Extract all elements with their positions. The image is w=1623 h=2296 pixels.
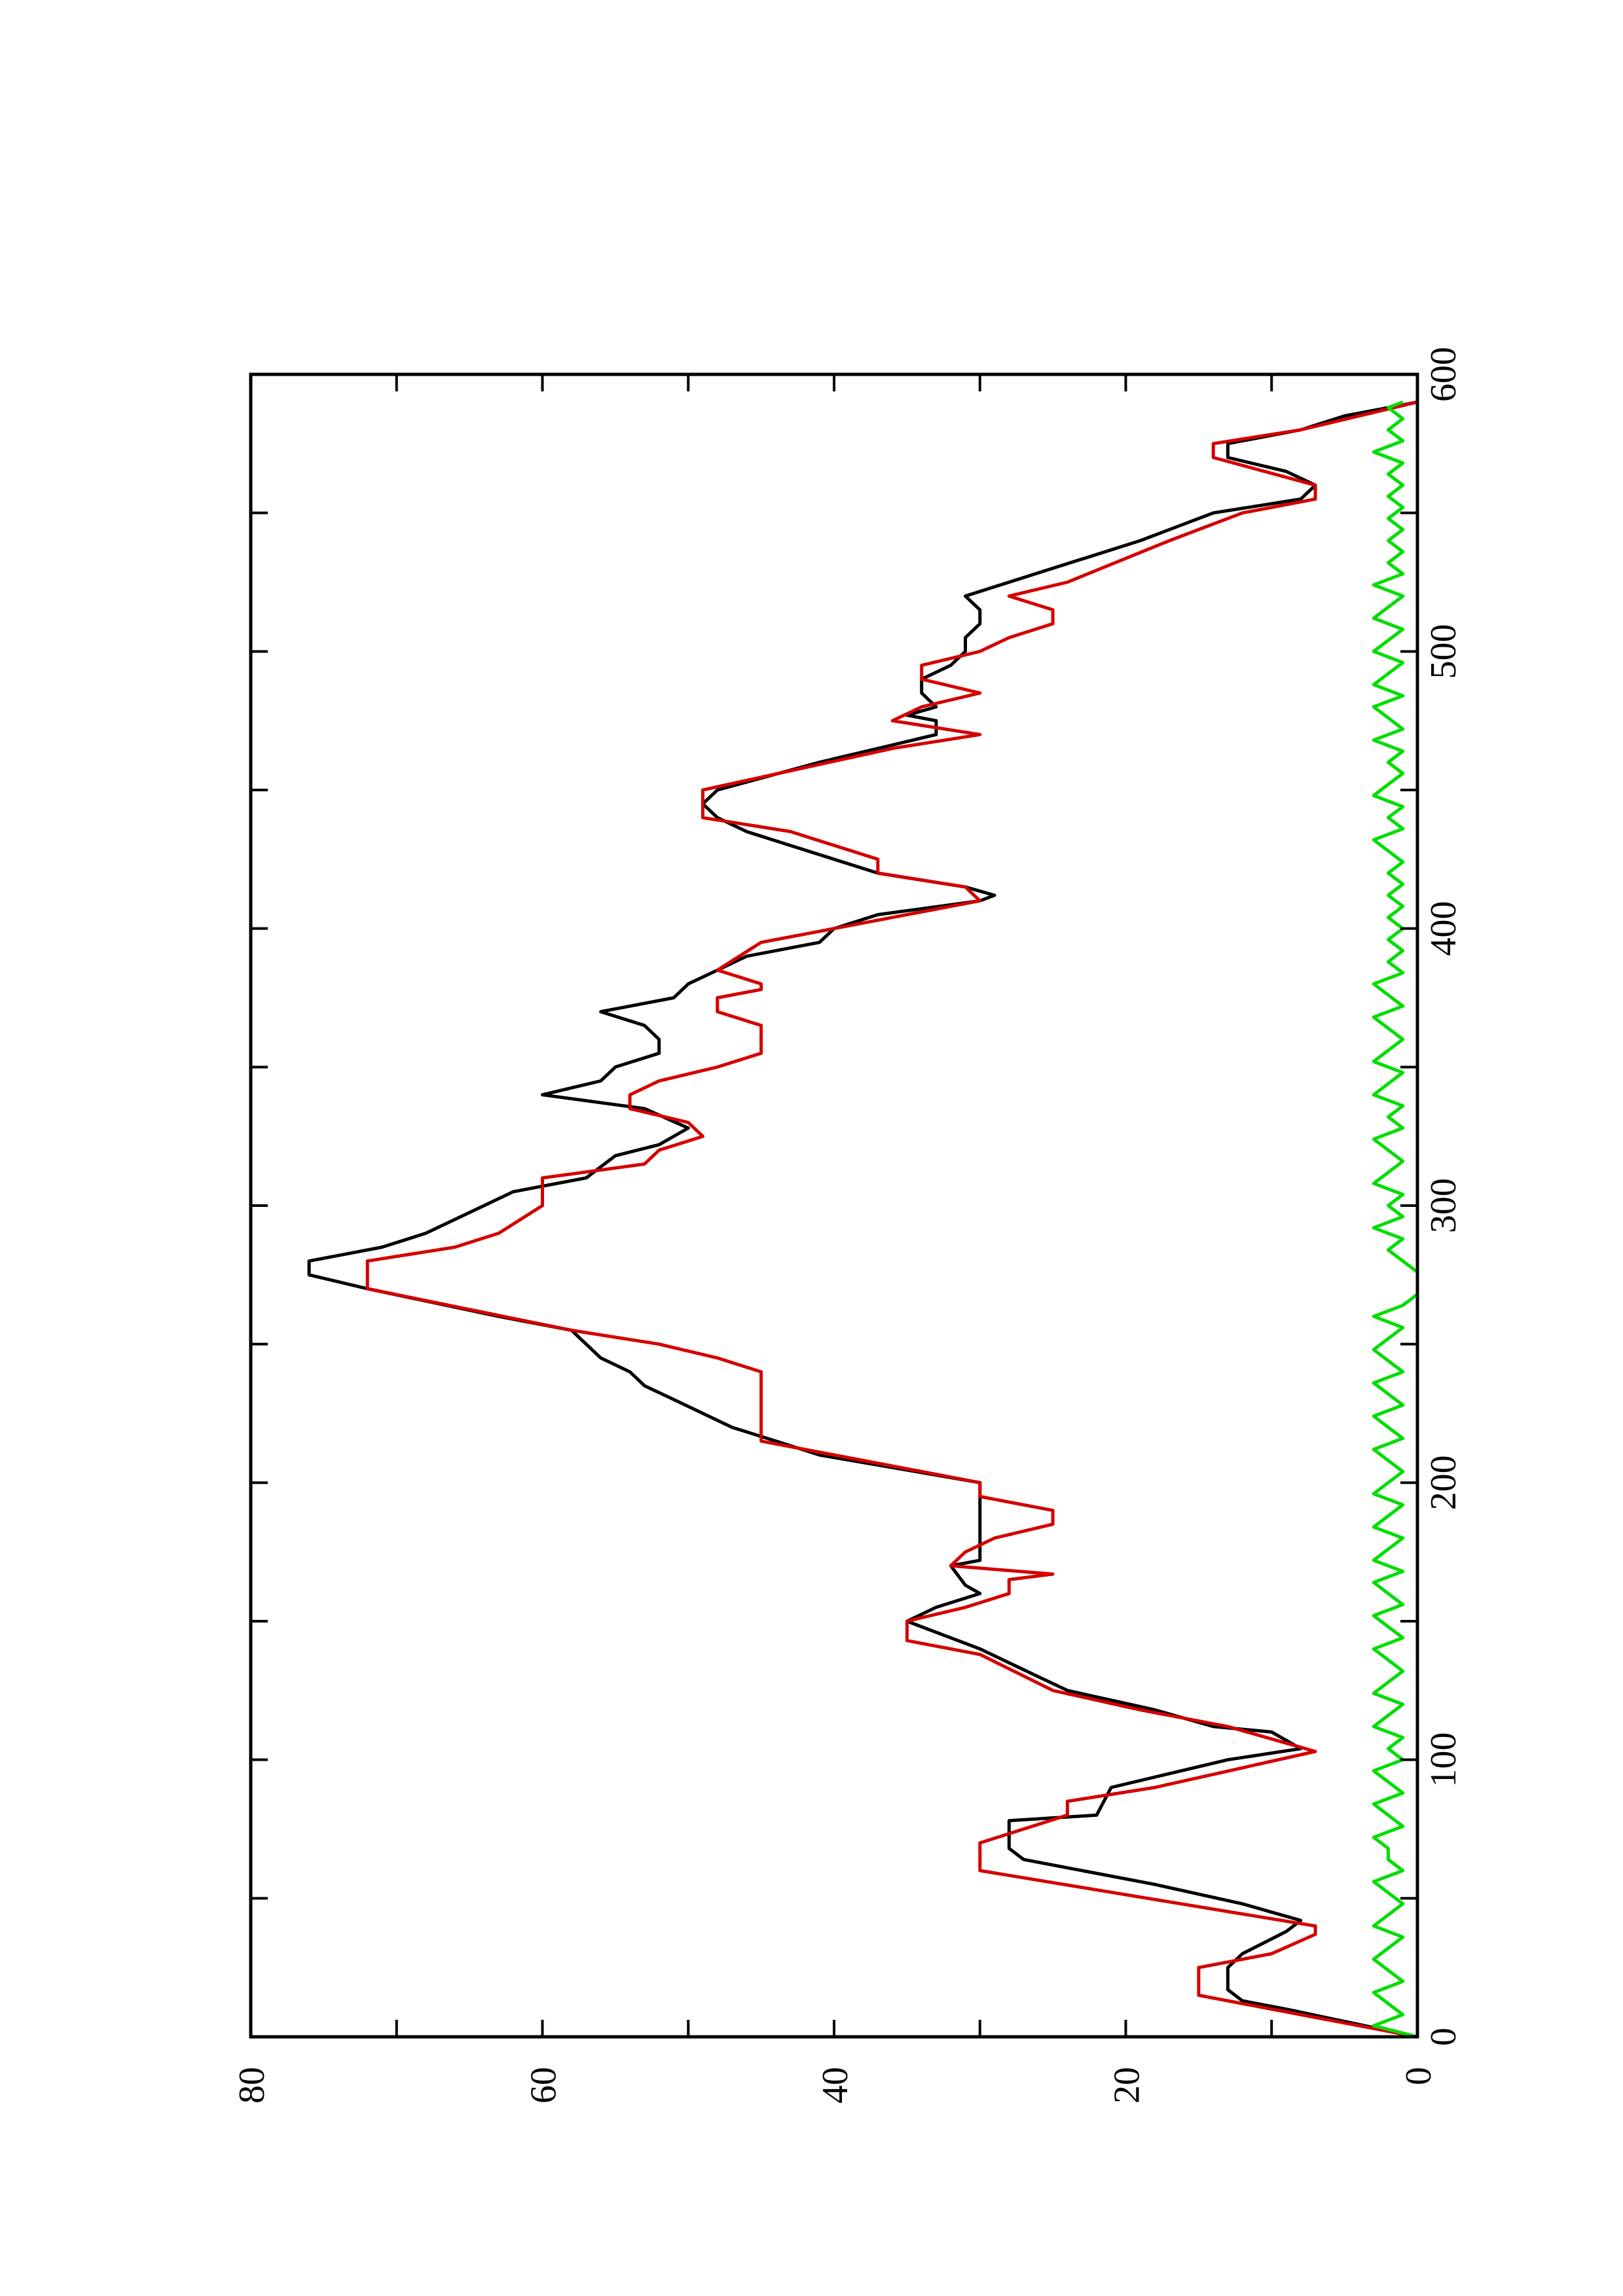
x-tick-label: 500 [1423, 624, 1464, 679]
x-tick-label: 100 [1423, 1732, 1464, 1787]
x-tick-label: 300 [1423, 1178, 1464, 1233]
plot-frame [249, 372, 1419, 2039]
y-tick-label: 80 [232, 2067, 272, 2104]
y-tick-label: 60 [524, 2067, 564, 2104]
y-tick-label: 40 [815, 2067, 856, 2104]
x-tick-label: 600 [1423, 347, 1464, 402]
series-black-line [307, 400, 1418, 2039]
x-tick-label: 200 [1423, 1455, 1464, 1510]
y-tick-label: 20 [1107, 2067, 1148, 2104]
series-green-line [1372, 400, 1419, 2039]
axis-ticks [251, 374, 1417, 2037]
y-tick-label: 0 [1398, 2067, 1439, 2085]
series-red-line [365, 400, 1418, 2039]
plot-series [307, 400, 1419, 2039]
x-tick-label: 0 [1423, 2028, 1464, 2046]
x-tick-label: 400 [1423, 901, 1464, 956]
axis-tick-labels: 0 100 200 300 400 500 600 0 20 40 60 80 [232, 347, 1464, 2104]
